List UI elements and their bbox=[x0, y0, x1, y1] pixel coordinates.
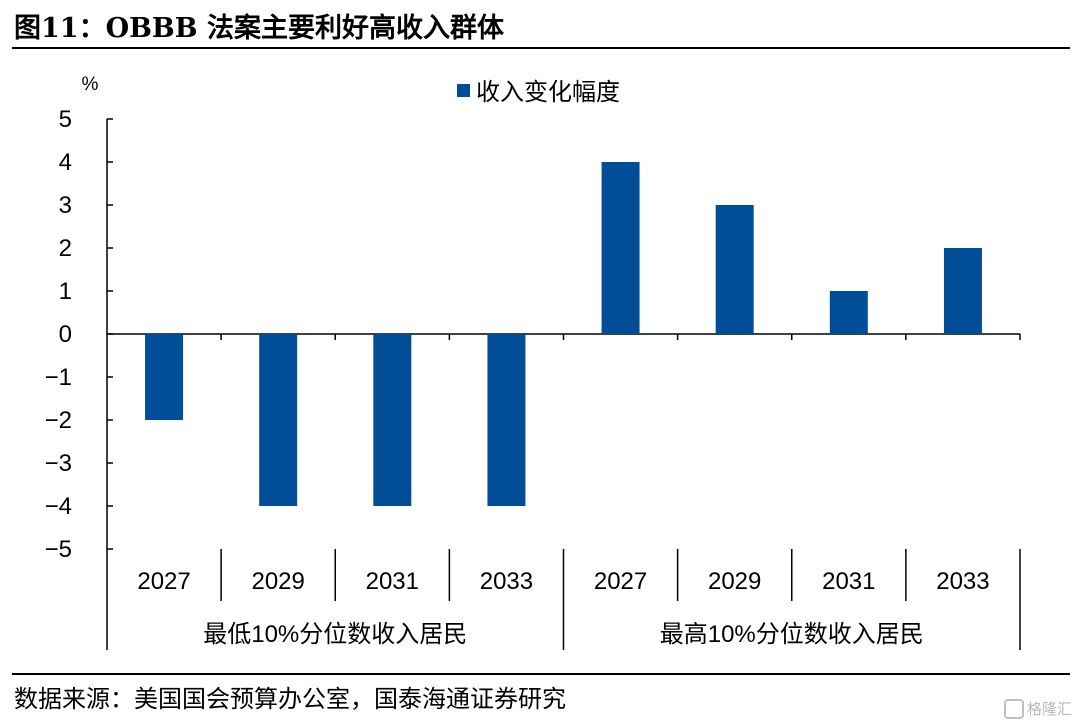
bar bbox=[373, 334, 412, 506]
y-tick-label: −5 bbox=[45, 536, 72, 563]
y-tick-label: 5 bbox=[59, 106, 72, 133]
y-tick-label: −3 bbox=[45, 450, 72, 477]
watermark: 格隆汇 bbox=[1003, 698, 1072, 719]
legend-swatch bbox=[457, 84, 470, 97]
title-rule bbox=[12, 47, 1070, 49]
group-labels: 最低10%分位数收入居民 最高10%分位数收入居民 bbox=[203, 621, 924, 648]
y-tick-label: 4 bbox=[59, 149, 72, 176]
category-label: 2031 bbox=[822, 568, 875, 595]
y-tick-label: −4 bbox=[45, 493, 72, 520]
y-unit-label: % bbox=[82, 74, 99, 95]
y-tick-label: 3 bbox=[59, 192, 72, 219]
category-label: 2033 bbox=[480, 568, 533, 595]
y-tick-label: 0 bbox=[59, 321, 72, 348]
bars bbox=[145, 162, 982, 506]
y-tick-labels: 5 4 3 2 1 0 −1 −2 −3 −4 −5% bbox=[45, 74, 99, 563]
category-labels: 2027 2029 2031 2033 2027 2029 2031 2033 bbox=[137, 568, 989, 595]
bar bbox=[829, 291, 868, 334]
bar bbox=[259, 334, 298, 506]
bar bbox=[145, 334, 184, 420]
source-rule bbox=[12, 673, 1070, 675]
watermark-text: 格隆汇 bbox=[1026, 699, 1072, 718]
group-label: 最低10%分位数收入居民 bbox=[203, 621, 467, 648]
category-label: 2031 bbox=[366, 568, 419, 595]
category-label: 2027 bbox=[594, 568, 647, 595]
y-tick-label: 1 bbox=[59, 278, 72, 305]
legend: 收入变化幅度 bbox=[457, 79, 620, 106]
figure-title: 图11：OBBB 法案主要利好高收入群体 bbox=[14, 13, 504, 44]
y-tick-label: −2 bbox=[45, 407, 72, 434]
bar bbox=[715, 205, 754, 334]
y-tick-label: 2 bbox=[59, 235, 72, 262]
source-note: 数据来源：美国国会预算办公室，国泰海通证券研究 bbox=[14, 685, 566, 713]
category-label: 2029 bbox=[708, 568, 761, 595]
group-label: 最高10%分位数收入居民 bbox=[660, 621, 924, 648]
category-label: 2027 bbox=[137, 568, 190, 595]
category-label: 2029 bbox=[251, 568, 304, 595]
bar bbox=[943, 248, 982, 334]
bar bbox=[487, 334, 526, 506]
bar bbox=[601, 162, 640, 334]
watermark-logo-icon bbox=[1003, 699, 1024, 719]
legend-label: 收入变化幅度 bbox=[476, 79, 620, 106]
axes bbox=[106, 118, 1021, 650]
y-tick-label: −1 bbox=[45, 364, 72, 391]
category-label: 2033 bbox=[936, 568, 989, 595]
